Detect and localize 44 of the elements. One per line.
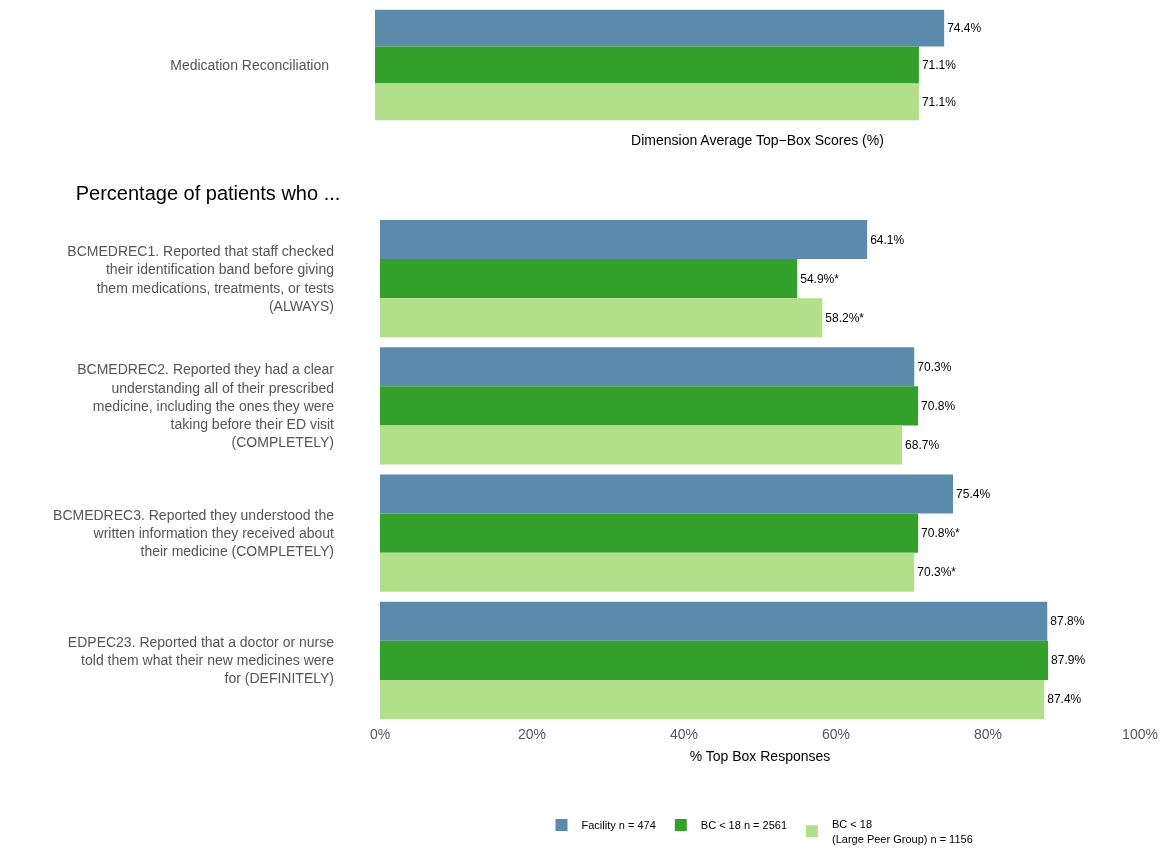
bar	[380, 386, 919, 426]
data-label: 87.4%	[1047, 692, 1082, 707]
x-axis-title: % Top Box Responses	[689, 748, 831, 765]
y-tick-label: BCMEDREC2. Reported they had a clear understanding all of their prescribed medicine, including the ones they were taking before their ED visit (COMPLETELY)	[77, 361, 335, 451]
data-label: 71.1%	[921, 58, 957, 72]
legend-label: BC < 18 n = 2561	[700, 819, 788, 832]
bar	[380, 220, 868, 260]
y-tick-label: EDPEC23. Reported that a doctor or nurse told them what their new medicines were for (DEFINITELY)	[67, 634, 335, 687]
x-tick-label: 60%	[821, 726, 851, 742]
x-tick-label: 100%	[1122, 726, 1158, 742]
x-tick-label: 80%	[973, 726, 1003, 742]
bar	[380, 259, 798, 299]
data-label: 87.9%	[1051, 653, 1086, 668]
x-axis-title: Dimension Average Top−Box Scores (%)	[631, 132, 884, 149]
bar	[380, 474, 954, 514]
data-label: 75.4%	[956, 487, 991, 502]
data-label: 70.8%	[921, 398, 956, 413]
data-label: 74.4%	[947, 21, 982, 36]
x-tick-label: 20%	[517, 726, 547, 742]
data-label: 58.2%*	[825, 310, 865, 325]
x-tick-label: 40%	[669, 726, 699, 742]
x-tick-label: 0%	[369, 726, 391, 742]
data-label: 87.8%	[1050, 614, 1085, 629]
text: Percentage of patients who ...	[75, 182, 341, 204]
legend-label: Facility n = 474	[581, 819, 656, 832]
bar	[380, 513, 919, 553]
bar	[380, 347, 915, 387]
bar	[380, 640, 1049, 680]
bar	[380, 552, 915, 592]
data-label: 64.1%	[870, 232, 905, 247]
y-tick-label: BCMEDREC3. Reported they understood the written information they received about their medicine (COMPLETELY)	[53, 506, 335, 560]
category-label: Medication Reconciliation	[170, 56, 329, 73]
data-label: 70.3%*	[917, 565, 957, 580]
data-label: 54.9%*	[800, 271, 840, 286]
y-tick-label: BCMEDREC1. Reported that staff checked their identification band before giving them medications, treatments, or tests (ALWAYS)	[67, 243, 334, 314]
data-label: 70.3%	[917, 359, 952, 374]
bar	[380, 425, 903, 465]
bar	[380, 298, 823, 338]
bar	[380, 679, 1045, 719]
data-label: 70.8%*	[921, 526, 961, 541]
legend-label: BC < 18 (Large Peer Group) n = 1156	[832, 818, 973, 845]
data-label: 71.1%	[921, 94, 957, 109]
data-label: 68.7%	[905, 437, 940, 452]
bar	[380, 601, 1048, 641]
